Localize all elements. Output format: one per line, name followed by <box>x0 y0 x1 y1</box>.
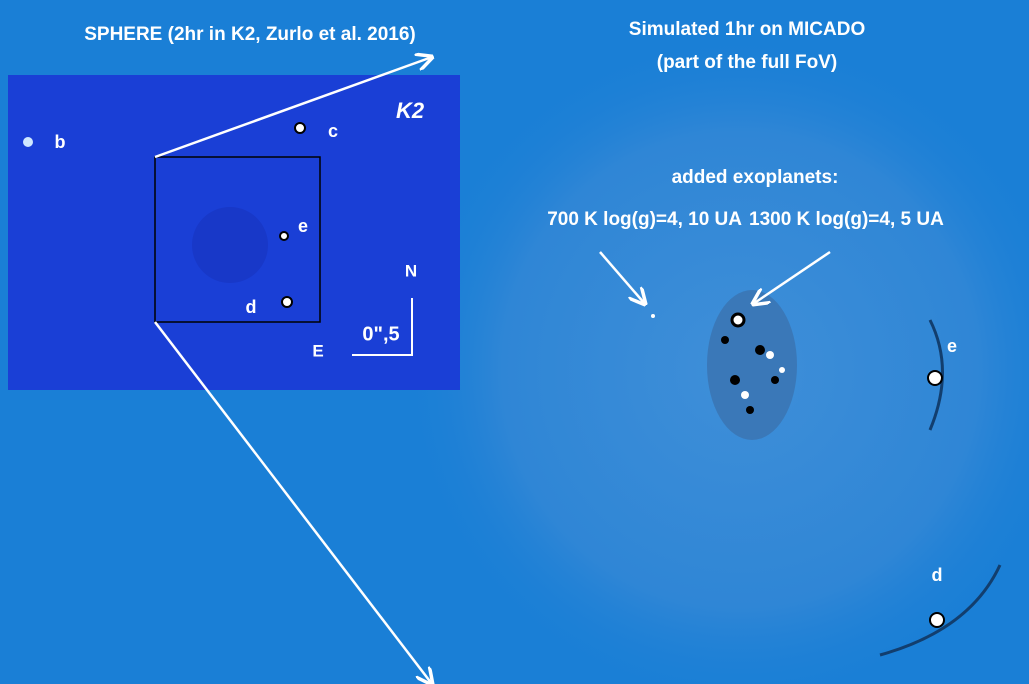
zoom-arrow <box>154 57 432 159</box>
planet-label: b <box>55 132 66 152</box>
planet-label: d <box>246 297 257 317</box>
band-label: K2 <box>396 98 425 123</box>
planet-label: e <box>298 216 308 236</box>
planet-label: d <box>932 565 943 585</box>
scale-label: 0",5 <box>362 323 399 345</box>
compass <box>352 298 413 356</box>
east-label: E <box>312 341 323 360</box>
planet-desc: 700 K log(g)=4, 10 UA <box>547 209 742 230</box>
pointer-arrow <box>753 250 831 304</box>
residual-arc <box>879 564 1002 657</box>
left-title: SPHERE (2hr in K2, Zurlo et al. 2016) <box>84 24 416 45</box>
right-title: Simulated 1hr on MICADO <box>629 19 865 40</box>
annotation: added exoplanets: <box>672 167 839 188</box>
planet-desc: 1300 K log(g)=4, 5 UA <box>749 209 944 230</box>
residual-arc <box>928 319 944 431</box>
planet-spot <box>927 370 943 386</box>
zoom-arrow <box>154 321 432 684</box>
north-label: N <box>405 261 417 280</box>
zoom-box <box>154 156 321 323</box>
speckles <box>651 290 797 440</box>
pointer-arrow <box>599 251 645 304</box>
planet-label: e <box>947 336 957 356</box>
coronagraph-mask <box>192 207 268 283</box>
planet-label: c <box>328 121 338 141</box>
planet-spots <box>23 122 306 308</box>
right-title: (part of the full FoV) <box>657 52 837 73</box>
planet-spot <box>929 612 945 628</box>
